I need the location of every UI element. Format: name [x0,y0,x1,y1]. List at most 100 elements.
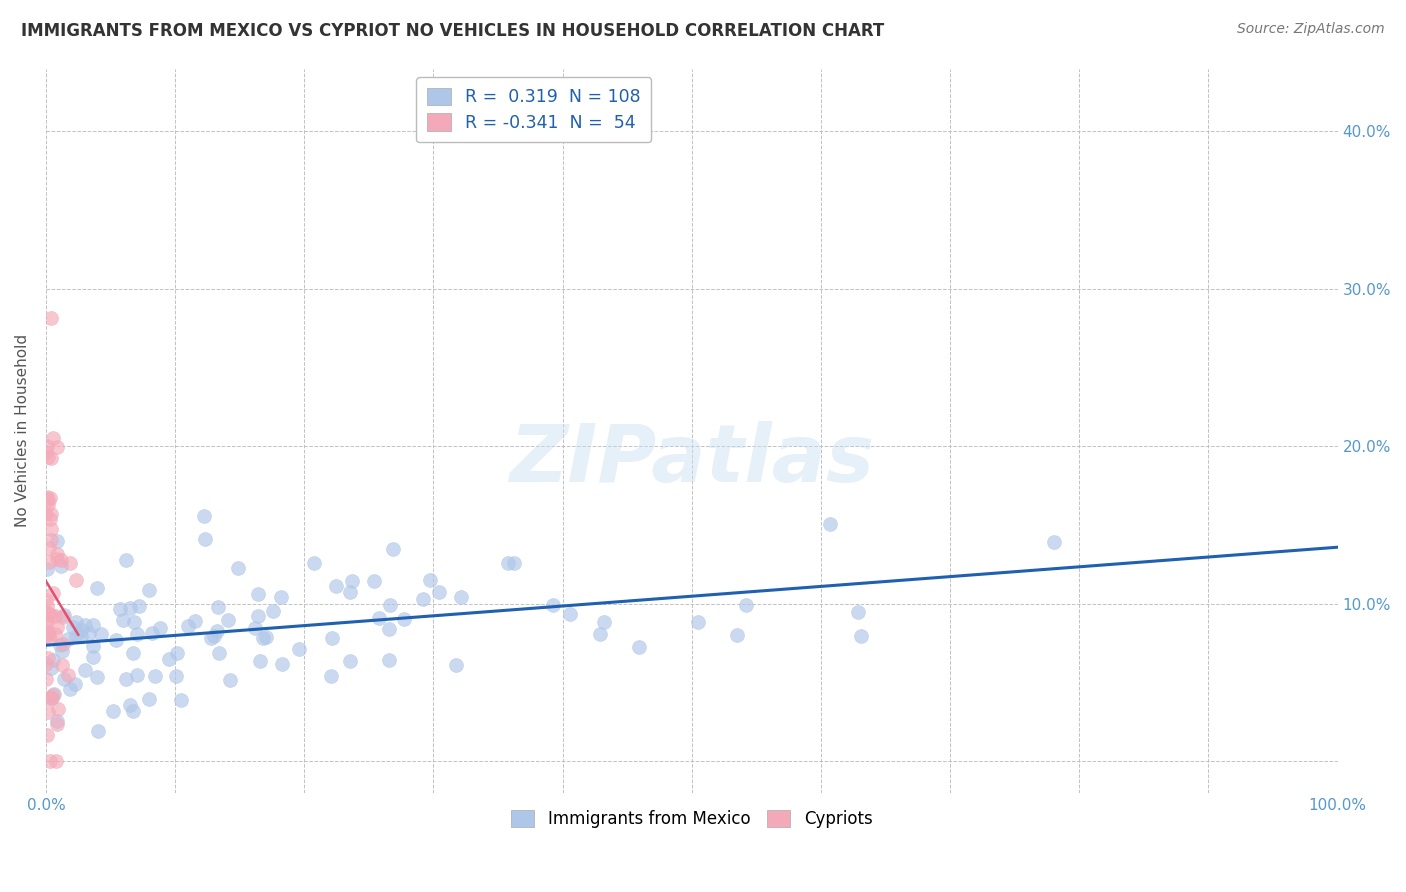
Point [165,669,187,683]
Point [138,692,160,706]
Point [56,632,79,646]
Point [79,626,101,640]
Point [39,512,62,526]
Point [734,598,756,612]
Point [104,632,127,647]
Point [35,507,58,521]
Point [502,556,524,570]
Point [58,668,80,682]
Point [39,491,62,506]
Point [101,704,124,718]
Point [340,574,363,588]
Point [37,499,59,513]
Point [45,714,67,728]
Point [90,627,112,641]
Point [252,632,274,646]
Point [725,628,748,642]
Point [287,641,309,656]
Point [41,586,63,600]
Point [46,620,69,634]
Point [321,668,343,682]
Point [38,690,60,705]
Point [157,651,180,665]
Point [593,615,616,629]
Point [127,627,149,641]
Point [108,602,131,616]
Point [166,646,188,660]
Point [450,591,472,605]
Point [41,688,63,702]
Point [141,626,163,640]
Point [138,582,160,597]
Point [339,654,361,668]
Point [143,669,166,683]
Point [65,615,87,629]
Point [37,599,59,613]
Point [70,623,93,637]
Point [392,612,415,626]
Point [1042,535,1064,549]
Point [363,574,385,589]
Point [35,657,58,672]
Point [42,687,65,701]
Point [35,444,58,458]
Point [115,553,138,567]
Point [42,653,65,667]
Point [52,638,75,652]
Point [63,677,86,691]
Point [35,490,58,504]
Point [205,624,228,639]
Point [127,668,149,682]
Point [128,599,150,613]
Point [247,608,270,623]
Point [65,629,87,643]
Point [45,552,67,566]
Point [52,610,75,624]
Point [44,626,66,640]
Point [270,590,292,604]
Point [37,450,59,464]
Point [45,547,67,561]
Point [588,627,610,641]
Point [75,664,97,678]
Point [111,614,134,628]
Point [39,522,62,536]
Point [427,584,450,599]
Point [82,618,104,632]
Point [121,704,143,718]
Point [44,608,66,623]
Point [46,534,69,549]
Point [246,587,269,601]
Point [37,728,59,742]
Y-axis label: No Vehicles in Household: No Vehicles in Household [15,334,30,527]
Text: Source: ZipAtlas.com: Source: ZipAtlas.com [1237,22,1385,37]
Point [846,605,869,619]
Point [226,561,249,575]
Point [35,592,58,607]
Point [86,670,108,684]
Point [86,582,108,596]
Point [325,579,347,593]
Point [37,628,59,642]
Point [183,615,205,629]
Point [87,723,110,738]
Point [39,631,62,645]
Point [120,600,142,615]
Point [62,620,84,634]
Point [412,591,434,606]
Point [377,622,399,636]
Point [52,607,75,622]
Point [120,698,142,713]
Point [38,607,60,621]
Point [194,532,217,546]
Point [688,615,710,629]
Point [170,692,193,706]
Point [321,631,343,645]
Point [381,541,404,556]
Point [271,657,294,671]
Point [45,754,67,768]
Point [149,621,172,635]
Point [39,690,62,705]
Point [51,644,73,658]
Point [39,450,62,465]
